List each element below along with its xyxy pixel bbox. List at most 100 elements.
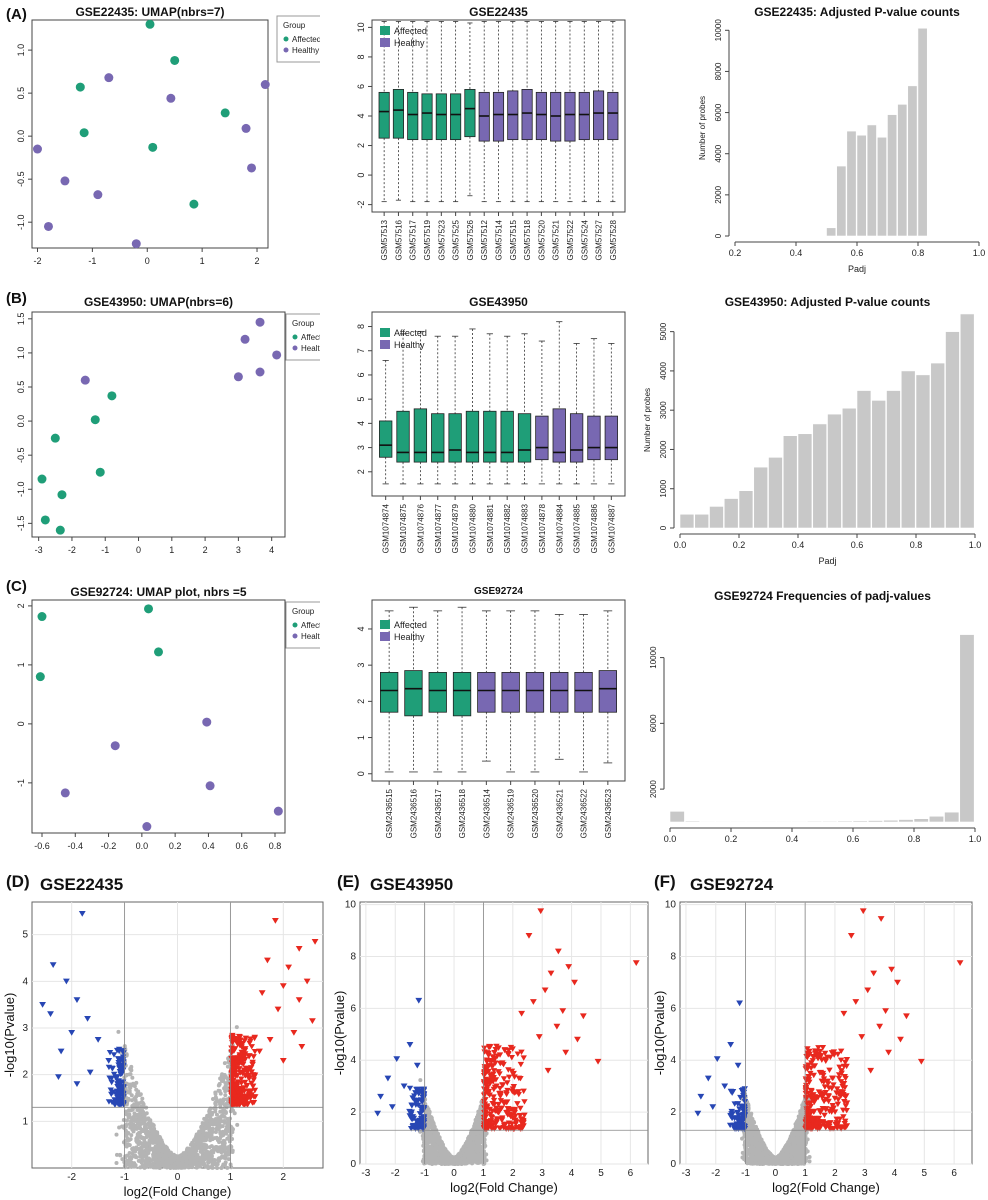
scatter-point <box>37 474 47 484</box>
ns-point <box>429 1115 434 1120</box>
ns-point <box>198 1159 203 1164</box>
scatter-point <box>80 375 90 385</box>
plot-frame <box>31 599 286 834</box>
ns-point <box>453 1156 458 1161</box>
box <box>500 410 514 463</box>
ns-point <box>423 1150 428 1155</box>
up-point <box>295 945 303 952</box>
x-tick-label: 5 <box>598 1168 604 1179</box>
up-point-dense <box>249 1083 257 1090</box>
up-point-dense <box>521 1112 528 1119</box>
ns-point <box>204 1119 209 1124</box>
ns-point <box>436 1141 441 1146</box>
ns-point <box>221 1097 226 1102</box>
scatter-point <box>93 190 103 200</box>
y-tick-label: 2 <box>356 143 366 148</box>
x-tick-label: 0.4 <box>792 540 805 550</box>
histogram-bar <box>797 433 813 529</box>
up-point-dense <box>495 1069 502 1075</box>
histogram-bar <box>856 390 872 529</box>
histogram-bar <box>867 820 883 823</box>
ns-point <box>223 1150 228 1155</box>
down-point-dense <box>406 1085 414 1092</box>
ns-point <box>212 1136 217 1141</box>
ns-point <box>160 1142 165 1147</box>
x-tick-label: 2 <box>255 256 260 266</box>
scatter-point <box>170 55 180 65</box>
scatter-point <box>240 334 250 344</box>
legend-label: Affected <box>292 35 320 44</box>
down-point <box>39 1001 46 1008</box>
ns-point <box>128 1066 133 1071</box>
scatter-point <box>273 806 283 816</box>
ns-point <box>439 1142 444 1147</box>
y-tick-label: 8000 <box>714 62 723 80</box>
y-tick-label: 1.0 <box>16 347 26 360</box>
ns-point <box>218 1131 223 1136</box>
ns-point <box>135 1140 140 1145</box>
ns-point <box>157 1147 162 1152</box>
histogram-bar <box>928 815 944 823</box>
up-point-dense <box>486 1058 494 1064</box>
ns-point <box>429 1144 434 1149</box>
volcano-chart-d: GSE22435 -2 -1 0 1 2 1 2 3 4 5 log2(Fold Change) -lo… <box>0 870 335 1200</box>
x-tick-label: GSM1074877 <box>434 503 443 553</box>
ns-point <box>183 1162 188 1167</box>
box <box>593 90 605 141</box>
ns-point <box>128 1085 133 1090</box>
ns-point <box>188 1160 193 1165</box>
up-point-dense <box>248 1080 255 1087</box>
ns-point <box>229 1149 234 1154</box>
scatter-point <box>131 239 141 249</box>
down-point-dense <box>115 1048 123 1055</box>
x-tick-label: 1 <box>228 1172 234 1183</box>
y-tick-label: 6000 <box>649 714 658 732</box>
ns-point <box>216 1148 221 1153</box>
x-tick-label: 1 <box>481 1168 487 1179</box>
up-point-dense <box>505 1111 513 1118</box>
up-point <box>258 990 266 997</box>
chart-title: GSE43950 <box>469 295 528 309</box>
y-tick-label: 4 <box>356 626 366 631</box>
boxplot-chart-b: GSE43950 2 3 4 5 6 7 8 GSM1074874 GSM1074875 GSM10… <box>340 288 630 578</box>
x-tick-label: 0 <box>175 1172 181 1183</box>
x-tick-label: 1.0 <box>973 248 986 258</box>
ns-point <box>133 1153 138 1158</box>
ns-point <box>474 1115 479 1120</box>
up-point-dense <box>490 1097 498 1104</box>
y-tick-label: 2 <box>16 603 26 608</box>
ns-point <box>116 1029 121 1034</box>
down-point <box>86 1069 94 1076</box>
x-tick-label: GSM1074886 <box>590 503 599 553</box>
y-tick-label: 10000 <box>714 19 723 42</box>
ns-point <box>222 1145 227 1150</box>
histogram-bar <box>669 811 685 823</box>
ns-point <box>226 1145 231 1150</box>
ns-point <box>429 1160 434 1165</box>
histogram-bar <box>826 227 837 237</box>
ns-point <box>211 1129 216 1134</box>
chart-title: GSE22435 <box>40 875 123 894</box>
y-tick-label: 8 <box>356 54 366 59</box>
down-point-dense <box>406 1108 413 1115</box>
ns-point <box>149 1136 154 1141</box>
ns-point <box>181 1156 186 1161</box>
box <box>552 408 566 463</box>
ns-point <box>468 1152 473 1157</box>
legend-label: Healthy <box>292 46 319 55</box>
histogram-bar <box>730 821 746 823</box>
significant-cluster <box>406 1043 528 1132</box>
x-tick-label: GSM2436514 <box>482 788 491 838</box>
y-tick-label: 2000 <box>649 780 658 798</box>
x-tick-label: GSM57519 <box>423 219 432 260</box>
box <box>550 672 569 713</box>
x-tick-label: 0.8 <box>269 841 282 851</box>
up-point-dense <box>248 1044 255 1050</box>
y-tick-label: 3 <box>22 1023 28 1034</box>
x-tick-label: GSM1074884 <box>555 503 564 553</box>
histogram-bar <box>723 498 739 529</box>
histogram-chart-a: GSE22435: Adjusted P-value counts 0.2 0.4 0… <box>645 0 988 285</box>
